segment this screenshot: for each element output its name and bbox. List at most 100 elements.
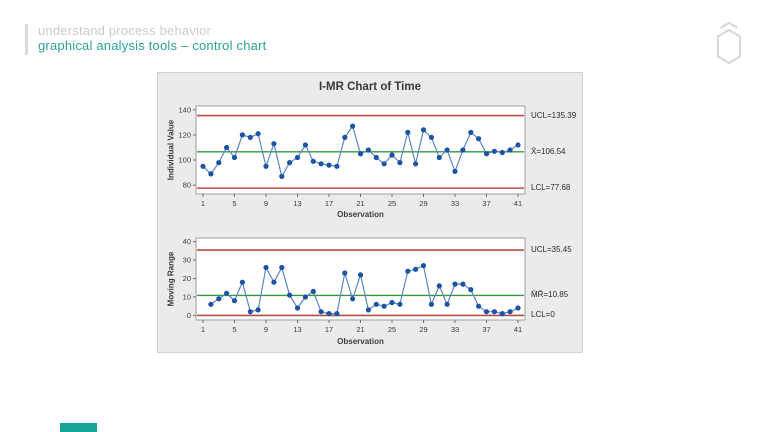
data-point [507, 309, 513, 315]
individuals-plot: 80 100 120 140 1 5 9 13 17 21 25 29 33 37 41 [178, 105, 526, 208]
data-point [255, 307, 261, 313]
data-point [515, 305, 521, 311]
data-point [310, 288, 316, 294]
data-point [200, 163, 206, 169]
data-point [397, 301, 403, 307]
data-point [491, 148, 497, 154]
data-point [326, 162, 332, 168]
x-tick-label: 5 [232, 199, 236, 208]
data-point [279, 173, 285, 179]
data-point [381, 161, 387, 167]
data-point [444, 301, 450, 307]
data-point [428, 301, 434, 307]
data-point [436, 283, 442, 289]
data-point [491, 309, 497, 315]
x-tick-label: 29 [419, 199, 427, 208]
y-tick-label: 120 [178, 130, 191, 139]
data-point [271, 279, 277, 285]
limit-label-ucl-0: UCL=135.39 [531, 110, 577, 120]
data-point [294, 154, 301, 161]
data-point [507, 147, 513, 153]
data-point [302, 142, 308, 148]
x-tick-label: 13 [293, 199, 301, 208]
data-point [413, 266, 419, 272]
data-point [334, 311, 340, 317]
data-point [350, 296, 356, 302]
moving-range-plot: 0 10 20 30 40 1 5 9 13 17 21 25 29 33 37 41 [183, 237, 526, 334]
data-point [436, 154, 442, 161]
data-point [224, 144, 230, 151]
data-point [318, 161, 324, 167]
limit-label-lcl-0: LCL=77.68 [531, 183, 571, 193]
data-point [263, 163, 269, 169]
data-point [342, 134, 348, 140]
data-point [499, 311, 505, 317]
x-tick-label: 25 [388, 199, 396, 208]
data-line [210, 264, 519, 315]
data-point [365, 307, 371, 313]
x-tick-label: 29 [419, 325, 427, 334]
data-point [208, 301, 214, 307]
chart-panel: I-MR Chart of Time Individual Value 80 10… [157, 72, 583, 353]
x-tick-label: 1 [201, 199, 205, 208]
data-point [365, 147, 371, 153]
data-point [476, 303, 482, 309]
y-tick-label: 20 [183, 274, 191, 283]
x-tick-label: 37 [482, 199, 490, 208]
limit-label-center-1: M̄R̄=10.85 [531, 290, 569, 300]
x-axis-label-observation-bottom: Observation [337, 337, 384, 346]
data-point [389, 299, 395, 306]
header-kicker: understand process behavior [38, 23, 212, 38]
data-point [452, 168, 458, 174]
data-point [420, 263, 427, 269]
x-tick-label: 21 [356, 199, 364, 208]
y-tick-label: 40 [183, 237, 191, 246]
data-point [287, 160, 293, 166]
x-tick-label: 33 [451, 199, 459, 208]
data-point [405, 129, 411, 135]
data-point [216, 160, 222, 166]
data-point [515, 142, 521, 148]
x-tick-label: 5 [232, 325, 236, 334]
x-tick-label: 17 [325, 325, 333, 334]
limit-label-center-0: X̄=106.54 [531, 146, 566, 156]
data-point [468, 129, 474, 135]
x-tick-label: 9 [264, 325, 268, 334]
data-point [318, 309, 324, 315]
data-point [231, 154, 238, 161]
data-point [381, 303, 387, 309]
data-point [357, 151, 364, 157]
x-tick-label: 21 [356, 325, 364, 334]
chart-title: I-MR Chart of Time [318, 81, 421, 93]
y-tick-label: 0 [187, 311, 191, 320]
data-point [460, 147, 466, 153]
data-point [476, 136, 482, 142]
data-point [468, 287, 474, 293]
data-point [271, 141, 277, 147]
y-tick-label: 30 [183, 256, 191, 265]
data-point [389, 152, 395, 158]
x-tick-label: 9 [264, 199, 268, 208]
data-point [263, 264, 269, 271]
y-tick-label: 80 [183, 181, 191, 190]
footer-accent-bar [60, 423, 97, 432]
data-point [483, 309, 490, 315]
data-point [310, 158, 316, 164]
page-title: graphical analysis tools – control chart [38, 38, 267, 53]
data-point [397, 160, 403, 166]
data-point [231, 298, 238, 304]
data-point [216, 296, 222, 302]
data-point [460, 281, 466, 287]
header-accent-rule [25, 24, 28, 55]
y-tick-label: 100 [178, 156, 191, 165]
data-point [413, 161, 419, 167]
limit-label-ucl-1: UCL=35.45 [531, 245, 572, 255]
data-point [357, 272, 364, 278]
hexagon-logo-icon [716, 21, 742, 65]
data-point [420, 127, 427, 133]
data-point [499, 149, 505, 156]
x-tick-label: 1 [201, 325, 205, 334]
limit-label-lcl-1: LCL=0 [531, 310, 555, 320]
data-point [255, 131, 261, 137]
